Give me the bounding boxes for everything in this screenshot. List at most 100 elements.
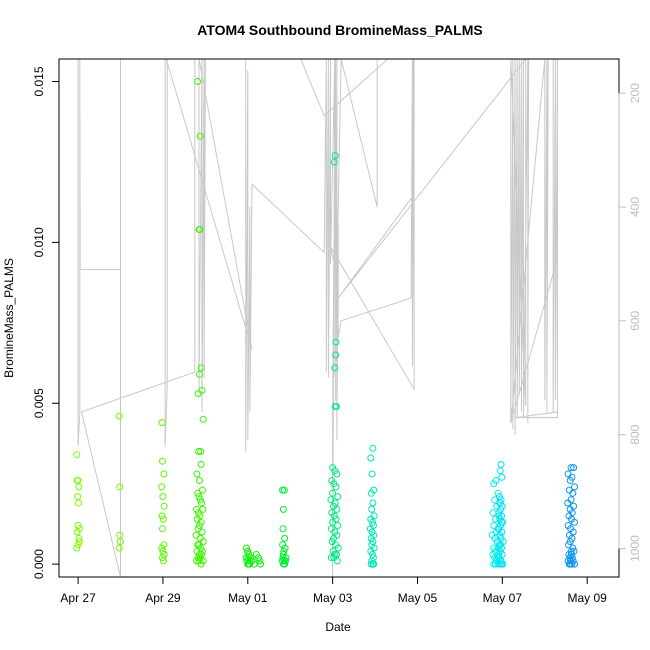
data-point	[497, 460, 505, 468]
data-point	[490, 544, 498, 552]
x-axis: Apr 27 Apr 29 May 01 May 03 May 05 May 07 May …	[60, 576, 608, 605]
data-point	[199, 505, 207, 513]
x-tick-label: Apr 27	[60, 591, 96, 605]
data-point	[569, 489, 577, 497]
series-0	[73, 451, 83, 552]
data-point	[158, 483, 166, 491]
data-point	[199, 415, 207, 423]
data-point	[198, 499, 205, 507]
data-point	[366, 525, 374, 533]
data-point	[494, 489, 502, 497]
data-point	[330, 158, 338, 166]
data-point	[198, 486, 206, 494]
data-point	[117, 538, 124, 546]
data-point	[159, 515, 167, 523]
data-point	[369, 538, 377, 546]
data-point	[369, 560, 377, 568]
data-point	[368, 505, 376, 513]
data-point	[369, 518, 376, 526]
data-point	[367, 489, 375, 497]
data-point	[565, 560, 573, 568]
series-9	[495, 460, 507, 568]
data-point	[198, 386, 206, 394]
x-tick-label: Apr 29	[145, 591, 181, 605]
x-tick-label: May 07	[483, 591, 523, 605]
data-point	[194, 489, 202, 497]
data-point	[195, 370, 203, 378]
y2-tick-label: 400	[628, 197, 642, 217]
data-point	[327, 554, 335, 562]
series-6	[327, 152, 342, 565]
series-10	[564, 464, 578, 568]
data-point	[496, 531, 504, 539]
data-point	[196, 226, 204, 233]
data-point	[327, 525, 335, 533]
data-point	[73, 544, 81, 552]
profile-polyline	[77, 59, 619, 577]
data-point	[243, 547, 251, 555]
data-point	[198, 528, 206, 536]
y-tick-label: 0.000	[32, 549, 46, 579]
data-point	[279, 505, 287, 513]
data-point	[160, 502, 168, 510]
data-point	[115, 412, 123, 420]
data-point	[489, 509, 497, 517]
y2-tick-label: 600	[628, 311, 642, 331]
data-point	[564, 499, 572, 507]
data-point	[73, 528, 81, 536]
data-point	[333, 505, 341, 513]
data-point	[330, 534, 337, 542]
data-point	[75, 499, 82, 507]
data-point	[158, 419, 166, 427]
data-point	[492, 515, 499, 523]
data-point	[369, 444, 377, 452]
data-point	[571, 560, 578, 568]
data-point	[195, 509, 203, 517]
data-point	[498, 473, 506, 481]
data-point	[195, 448, 203, 455]
y2-tick-label: 1000	[628, 535, 642, 562]
data-point	[116, 483, 124, 491]
data-point	[195, 522, 203, 529]
data-point	[192, 531, 200, 539]
data-point	[333, 470, 341, 478]
data-point	[369, 499, 377, 507]
data-point	[334, 522, 342, 529]
data-point	[243, 544, 250, 552]
x-tick-label: May 01	[228, 591, 268, 605]
x-axis-label: Date	[325, 620, 351, 634]
series-1	[115, 412, 124, 552]
data-point	[571, 518, 578, 526]
data-point	[334, 493, 342, 501]
secondary-y-axis: 200 400 600 800 1000	[618, 83, 642, 562]
data-point	[329, 518, 337, 526]
data-point	[332, 338, 340, 346]
data-point	[566, 477, 574, 484]
data-point	[329, 489, 337, 497]
data-point	[332, 483, 340, 491]
x-tick-label: May 05	[398, 591, 438, 605]
data-point	[75, 483, 83, 491]
data-point	[160, 470, 168, 478]
data-point	[331, 364, 339, 372]
data-point	[74, 541, 82, 549]
data-point	[334, 544, 342, 552]
data-point	[195, 493, 203, 501]
data-point	[197, 364, 205, 372]
data-point	[279, 525, 287, 533]
y-axis: 0.000 0.005 0.010 0.015	[32, 66, 60, 579]
data-point	[159, 457, 166, 465]
data-points	[73, 78, 578, 568]
x-tick-label: May 03	[313, 591, 353, 605]
x-tick-label: May 09	[568, 591, 608, 605]
data-point	[281, 534, 289, 542]
data-point	[254, 554, 262, 562]
data-point	[569, 544, 577, 552]
data-point	[75, 538, 83, 546]
data-point	[333, 403, 340, 410]
data-point	[333, 557, 341, 565]
data-point	[196, 132, 204, 140]
chart-title: ATOM4 Southbound BromineMass_PALMS	[197, 22, 482, 38]
data-point	[567, 464, 575, 472]
data-point	[193, 557, 200, 565]
